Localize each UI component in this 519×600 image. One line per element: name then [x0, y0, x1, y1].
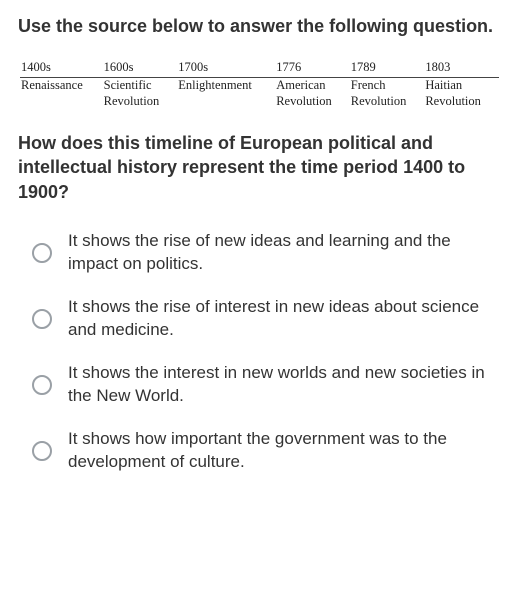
- timeline-label-line: French: [351, 78, 386, 92]
- radio-icon: [32, 309, 52, 329]
- instruction-text: Use the source below to answer the follo…: [18, 14, 501, 38]
- option-label: It shows the interest in new worlds and …: [68, 362, 501, 408]
- timeline-table: 1400s 1600s 1700s 1776 1789 1803 Renaiss…: [20, 60, 499, 109]
- timeline-label-line: Scientific: [104, 78, 152, 92]
- option-label: It shows the rise of interest in new ide…: [68, 296, 501, 342]
- radio-icon: [32, 243, 52, 263]
- timeline-year: 1789: [350, 60, 425, 77]
- timeline-year: 1400s: [20, 60, 103, 77]
- timeline-label: Enlightenment: [177, 77, 275, 109]
- timeline-label-line: Revolution: [276, 94, 332, 108]
- timeline-label: French Revolution: [350, 77, 425, 109]
- timeline-label: Haitian Revolution: [424, 77, 499, 109]
- question-text: How does this timeline of European polit…: [18, 131, 501, 204]
- option-label: It shows how important the government wa…: [68, 428, 501, 474]
- timeline-source: 1400s 1600s 1700s 1776 1789 1803 Renaiss…: [18, 60, 501, 109]
- timeline-years-row: 1400s 1600s 1700s 1776 1789 1803: [20, 60, 499, 77]
- option-label: It shows the rise of new ideas and learn…: [68, 230, 501, 276]
- timeline-label-line: American: [276, 78, 325, 92]
- option-c[interactable]: It shows the interest in new worlds and …: [32, 362, 501, 408]
- timeline-label: Scientific Revolution: [103, 77, 178, 109]
- radio-icon: [32, 375, 52, 395]
- timeline-year: 1600s: [103, 60, 178, 77]
- timeline-label-line: Enlightenment: [178, 78, 252, 92]
- option-a[interactable]: It shows the rise of new ideas and learn…: [32, 230, 501, 276]
- timeline-year: 1700s: [177, 60, 275, 77]
- timeline-label-line: Revolution: [104, 94, 160, 108]
- option-d[interactable]: It shows how important the government wa…: [32, 428, 501, 474]
- option-b[interactable]: It shows the rise of interest in new ide…: [32, 296, 501, 342]
- timeline-label: American Revolution: [275, 77, 350, 109]
- timeline-labels-row: Renaissance Scientific Revolution Enligh…: [20, 77, 499, 109]
- options-group: It shows the rise of new ideas and learn…: [18, 230, 501, 474]
- timeline-label-line: Revolution: [425, 94, 481, 108]
- radio-icon: [32, 441, 52, 461]
- timeline-label-line: Revolution: [351, 94, 407, 108]
- timeline-label-line: Renaissance: [21, 78, 83, 92]
- timeline-label: Renaissance: [20, 77, 103, 109]
- timeline-year: 1803: [424, 60, 499, 77]
- timeline-label-line: Haitian: [425, 78, 462, 92]
- timeline-year: 1776: [275, 60, 350, 77]
